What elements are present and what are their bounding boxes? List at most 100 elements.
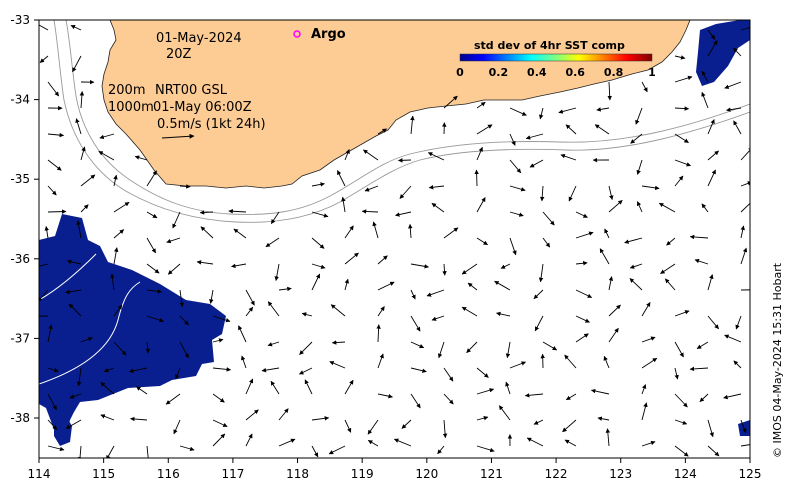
- current-vector: [330, 304, 346, 317]
- x-tick-label: 123: [609, 467, 632, 481]
- current-vector: [245, 409, 259, 421]
- current-vector: [372, 221, 379, 239]
- current-vector: [461, 306, 478, 317]
- current-vector: [437, 341, 445, 359]
- current-vector: [476, 146, 483, 161]
- current-vector: [209, 289, 214, 304]
- current-vector: [699, 393, 709, 403]
- current-vector: [496, 311, 511, 317]
- current-vector: [505, 341, 511, 359]
- current-vector-field: [39, 24, 750, 458]
- current-vector: [641, 440, 656, 447]
- current-vector: [274, 263, 280, 281]
- current-vector: [666, 237, 676, 246]
- current-vector: [136, 386, 148, 395]
- current-vector: [605, 428, 611, 447]
- current-vector: [344, 225, 354, 239]
- current-vector: [724, 334, 742, 343]
- current-vector: [608, 276, 614, 291]
- current-vector: [245, 289, 255, 306]
- current-vector: [344, 379, 354, 395]
- colorbar-tick-label: 0.4: [527, 66, 547, 79]
- current-vector: [344, 419, 352, 433]
- current-vector: [733, 120, 742, 135]
- current-vector: [542, 211, 555, 226]
- current-vector: [590, 388, 610, 395]
- current-vector: [740, 444, 750, 447]
- current-vector: [200, 226, 214, 239]
- current-vector: [245, 306, 254, 317]
- current-vector: [467, 282, 478, 291]
- x-tick-label: 119: [351, 467, 374, 481]
- x-tick-label: 117: [221, 467, 244, 481]
- current-vector: [740, 419, 747, 434]
- current-vector: [603, 355, 610, 369]
- current-vector: [128, 367, 148, 374]
- current-vector: [641, 336, 656, 343]
- current-vector: [641, 185, 660, 191]
- current-vector: [443, 227, 459, 239]
- current-vector: [461, 263, 478, 275]
- current-vector: [565, 393, 577, 401]
- current-vector: [608, 185, 614, 201]
- current-vector: [466, 341, 478, 354]
- current-vector: [397, 158, 412, 163]
- current-vector: [533, 419, 544, 425]
- scale-label: 0.5m/s (1kt 24h): [157, 117, 266, 132]
- current-vector: [344, 148, 350, 161]
- current-vector: [228, 208, 247, 214]
- current-vector: [395, 211, 412, 217]
- current-vector: [694, 258, 709, 265]
- current-vector: [565, 124, 577, 135]
- current-vector: [100, 414, 115, 421]
- depth-1000-label: 1000m: [108, 100, 154, 115]
- y-tick-label: -35: [10, 172, 30, 186]
- current-vector: [674, 419, 688, 425]
- current-vector: [278, 438, 296, 447]
- bathymetry-200m: [65, 20, 750, 215]
- x-tick-label: 114: [28, 467, 51, 481]
- colorbar-ticks: 0 0.2 0.4 0.6 0.8 1: [456, 66, 656, 79]
- current-vector: [674, 75, 693, 83]
- sst-variance-patch-east: [696, 20, 750, 86]
- current-vector: [607, 81, 612, 101]
- current-vector: [641, 384, 647, 395]
- current-vector: [393, 438, 412, 447]
- current-vector: [212, 393, 225, 403]
- current-vector: [443, 367, 454, 382]
- current-vector: [80, 146, 86, 161]
- current-vector: [674, 367, 679, 380]
- current-vector: [594, 124, 610, 135]
- current-vector: [113, 341, 127, 356]
- current-vector: [509, 185, 526, 192]
- current-vector: [596, 107, 610, 112]
- current-vector: [106, 445, 115, 458]
- x-tick-label: 120: [415, 467, 438, 481]
- current-vector: [77, 445, 83, 458]
- current-vector: [410, 263, 429, 269]
- current-vector: [311, 416, 330, 421]
- current-vector: [329, 361, 346, 369]
- current-vector: [265, 237, 280, 248]
- current-vector: [476, 101, 486, 109]
- current-vector: [70, 24, 82, 31]
- current-vector: [674, 133, 689, 143]
- colorbar: [459, 53, 653, 62]
- current-vector: [311, 445, 319, 458]
- current-vector: [401, 419, 412, 429]
- current-vector: [604, 228, 610, 239]
- current-vector: [344, 252, 359, 265]
- current-vector: [575, 231, 594, 239]
- current-vector: [212, 338, 224, 343]
- current-vector: [172, 211, 181, 229]
- current-vector: [241, 355, 247, 369]
- current-vector: [68, 303, 82, 317]
- current-vector: [146, 289, 163, 294]
- x-tick-label: 124: [674, 467, 697, 481]
- current-vector: [575, 315, 590, 323]
- current-vector: [641, 81, 648, 93]
- current-vector: [145, 341, 151, 354]
- current-vector: [476, 388, 495, 395]
- sst-variance-patch-west: [39, 214, 226, 436]
